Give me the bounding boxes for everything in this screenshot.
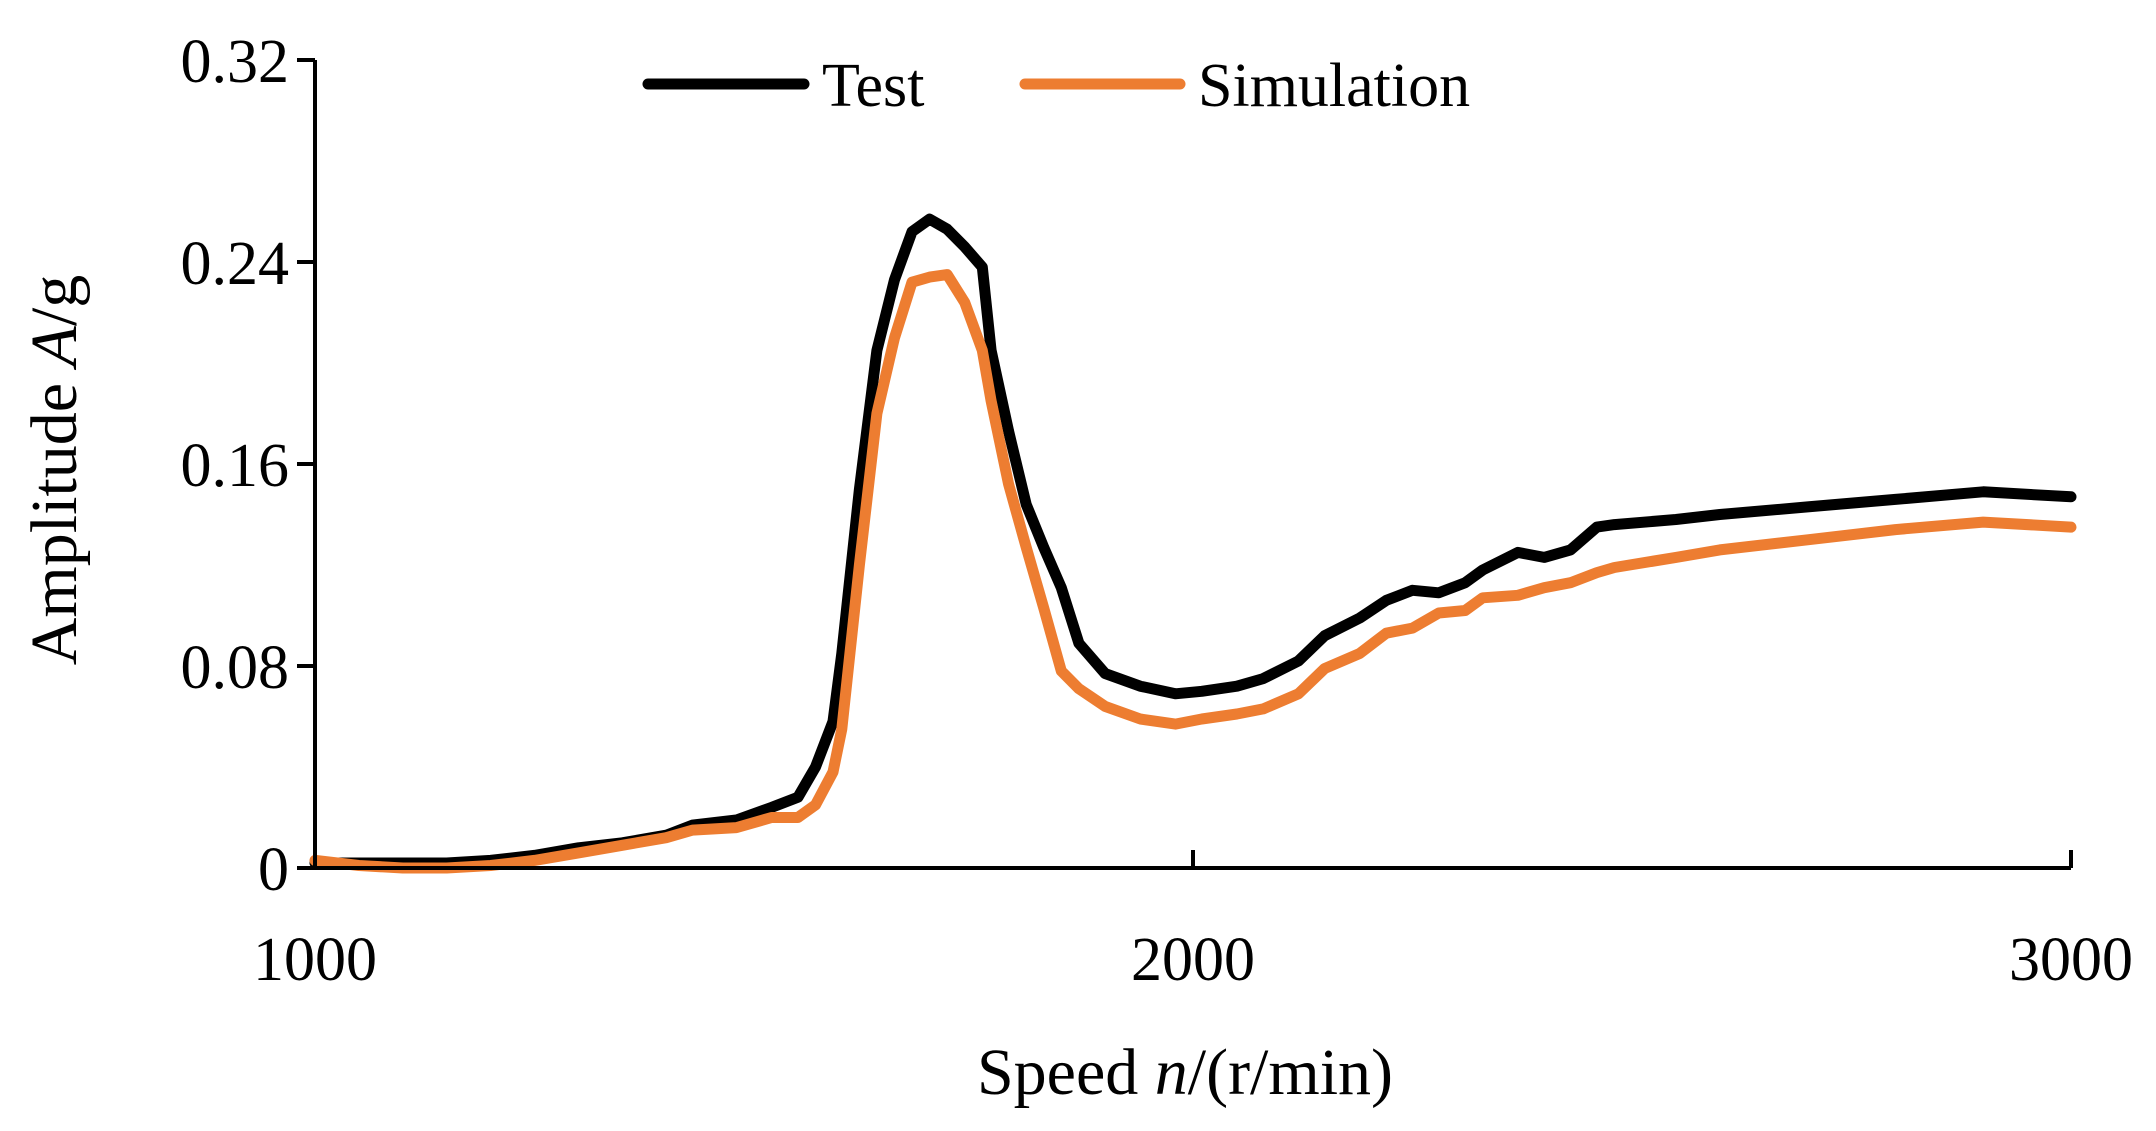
x-axis-title: Speed n/(r/min)	[977, 1036, 1393, 1109]
legend: Test Simulation	[642, 52, 1470, 120]
x-tick-label: 2000	[1131, 926, 1255, 994]
y-tick-label: 0.08	[181, 634, 290, 702]
series-line-simulation	[309, 269, 2077, 874]
y-tick-label: 0	[258, 836, 289, 904]
y-axis-title: Amplitude A/g	[18, 275, 91, 665]
x-axis-title-unit: /(r/min)	[1188, 1036, 1393, 1109]
axes	[313, 60, 2071, 870]
y-axis-title-variable: A	[18, 325, 91, 370]
y-axis-ticks: 0 0.08 0.16 0.24 0.32	[181, 28, 315, 904]
legend-label-test: Test	[822, 52, 924, 120]
series-layer	[309, 213, 2077, 874]
y-tick-label: 0.24	[181, 230, 290, 298]
y-axis-title-unit: /g	[18, 275, 91, 326]
x-tick-label: 3000	[2009, 926, 2133, 994]
y-tick-label: 0.32	[181, 28, 290, 96]
x-axis-title-prefix: Speed	[977, 1036, 1155, 1109]
legend-label-simulation: Simulation	[1198, 52, 1470, 120]
y-axis-title-prefix: Amplitude	[18, 366, 91, 665]
y-tick-label: 0.16	[181, 432, 290, 500]
x-axis-title-variable: n	[1155, 1036, 1188, 1109]
x-axis-ticks: 1000 2000 3000	[253, 850, 2133, 994]
x-tick-label: 1000	[253, 926, 377, 994]
